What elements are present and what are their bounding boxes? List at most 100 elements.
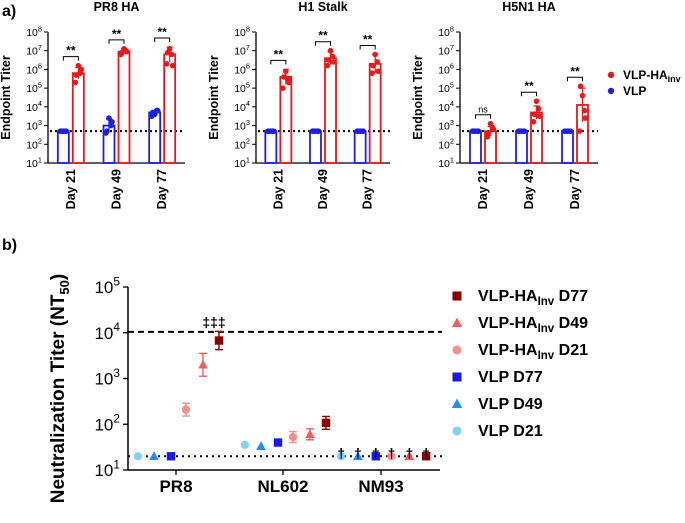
legend-label: VLP — [623, 84, 646, 98]
dagger-label: † — [372, 445, 380, 461]
legend-marker — [452, 291, 462, 301]
chart-title: H1 Stalk — [298, 0, 347, 14]
legend-marker — [452, 372, 462, 382]
y-tick-label: 105 — [234, 80, 250, 95]
data-point-vlp-d77 — [371, 452, 380, 461]
panel-a: PR8 HA Endpoint Titer 101 102 103 104 105 106 10… — [0, 0, 598, 209]
bar-vlp — [469, 130, 482, 164]
y-tick-label: 102 — [94, 412, 120, 435]
data-point-vlp-d21 — [240, 440, 250, 450]
legend-marker — [607, 71, 615, 79]
significance-label: ** — [112, 27, 122, 41]
y-tick-label: 103 — [26, 118, 42, 133]
data-point-vlp-d77 — [273, 438, 283, 447]
data-point — [324, 62, 331, 69]
significance-bracket — [62, 56, 79, 61]
significance-label: ** — [363, 32, 373, 46]
y-tick-label: 105 — [94, 274, 120, 297]
data-point — [106, 115, 112, 121]
panel-a-label: a) — [2, 3, 16, 20]
y-tick-label: 104 — [438, 99, 454, 114]
data-point — [487, 120, 494, 127]
legend-label: VLP-HAInv D77 — [478, 288, 588, 308]
dagger-label: † — [405, 445, 413, 461]
y-tick-label: 101 — [94, 457, 120, 480]
data-point — [104, 128, 110, 134]
significance-label: ** — [570, 64, 580, 78]
y-axis-label: Endpoint Titer — [0, 55, 13, 140]
dagger-label: † — [388, 445, 396, 461]
y-tick-label: 103 — [438, 118, 454, 133]
significance-bracket — [359, 44, 376, 50]
y-tick-label: 102 — [26, 137, 42, 152]
x-tick-label: NL602 — [257, 477, 308, 496]
data-point — [531, 111, 538, 118]
data-point — [470, 128, 477, 134]
x-tick-label: Day 21 — [476, 169, 490, 209]
y-tick-label: 106 — [26, 62, 42, 77]
data-point — [169, 62, 176, 69]
data-point — [530, 119, 537, 125]
data-point — [372, 51, 378, 58]
data-point-vlp-hainv-d21 — [288, 432, 298, 442]
y-tick-label: 107 — [438, 43, 454, 58]
y-tick-label: 107 — [234, 43, 250, 58]
bar-vlp-hainv — [117, 50, 131, 164]
y-tick-label: 102 — [234, 137, 250, 152]
significance-bracket — [521, 91, 537, 97]
data-point — [164, 49, 171, 56]
data-point — [360, 128, 366, 134]
data-point-vlp-hainv-d77 — [214, 336, 224, 345]
legend-label: VLP-HAInv D49 — [478, 315, 588, 335]
data-point — [75, 62, 82, 69]
significance-label: ** — [524, 79, 534, 93]
x-tick-label: PR8 — [159, 477, 192, 496]
data-point — [63, 128, 70, 134]
legend-label: VLP D49 — [478, 396, 543, 413]
data-point — [330, 59, 337, 65]
chart-a-3: H5N1 HA Endpoint Titer 101 102 103 104 105 106 1… — [411, 0, 598, 209]
chart-title: H5N1 HA — [502, 0, 556, 14]
y-tick-label: 108 — [438, 24, 454, 39]
y-tick-label: 103 — [234, 118, 250, 133]
bar-vlp-hainv — [163, 53, 177, 164]
significance-bracket — [315, 41, 331, 46]
data-point-vlp-hainv-d49 — [305, 429, 315, 439]
data-point — [109, 119, 115, 125]
data-point-vlp-hainv-d21 — [387, 452, 396, 461]
significance-bracket — [475, 114, 491, 119]
bar-vlp — [515, 130, 528, 164]
dagger-label: † — [422, 445, 430, 461]
significance-bracket — [567, 76, 583, 82]
data-point — [536, 113, 543, 120]
x-tick-label: Day 77 — [155, 169, 169, 209]
bar-vlp-hainv — [324, 57, 337, 164]
data-point — [370, 62, 376, 69]
y-tick-label: 106 — [234, 62, 250, 77]
data-point — [329, 53, 336, 60]
data-point — [72, 79, 79, 86]
significance-label: ** — [66, 44, 76, 58]
legend-label: VLP-HAInv D21 — [478, 342, 588, 362]
data-point — [485, 130, 492, 136]
legend-label: VLP-HAinv — [623, 68, 681, 84]
significance-label: ‡‡‡ — [202, 314, 225, 330]
significance-label: ns — [478, 105, 488, 115]
data-point — [475, 128, 482, 134]
data-point-vlp-d49 — [149, 451, 159, 461]
data-point — [154, 107, 161, 114]
chart-a-2: H1 Stalk Endpoint Titer 101 102 103 104 105 106… — [207, 0, 390, 209]
y-axis-label: Endpoint Titer — [411, 55, 425, 140]
significance-bracket — [154, 37, 171, 42]
y-tick-label: 105 — [438, 80, 454, 95]
data-point — [283, 68, 289, 75]
panel-b: Neutralization Titer (NT50) 101 102 103 104 1… — [48, 274, 442, 503]
data-point — [521, 128, 528, 134]
chart-title: PR8 HA — [94, 0, 140, 14]
data-point — [78, 66, 85, 73]
data-point — [374, 59, 380, 65]
data-point — [310, 128, 317, 134]
legend-marker — [451, 398, 463, 409]
data-point — [582, 115, 589, 121]
